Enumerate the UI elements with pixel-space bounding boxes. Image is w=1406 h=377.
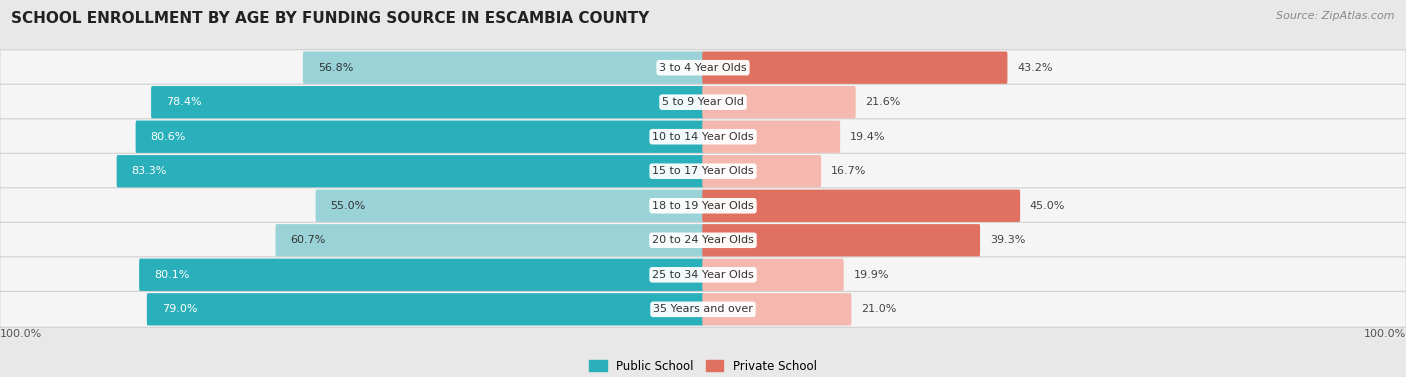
FancyBboxPatch shape [702,52,1008,84]
FancyBboxPatch shape [0,50,1406,86]
Text: 21.6%: 21.6% [866,97,901,107]
Text: 25 to 34 Year Olds: 25 to 34 Year Olds [652,270,754,280]
Text: 80.6%: 80.6% [150,132,186,142]
Text: 100.0%: 100.0% [0,329,42,339]
FancyBboxPatch shape [139,259,704,291]
Text: 19.9%: 19.9% [853,270,889,280]
Text: 39.3%: 39.3% [990,235,1025,245]
FancyBboxPatch shape [146,293,704,325]
FancyBboxPatch shape [0,291,1406,327]
Text: 10 to 14 Year Olds: 10 to 14 Year Olds [652,132,754,142]
Text: 5 to 9 Year Old: 5 to 9 Year Old [662,97,744,107]
Text: 19.4%: 19.4% [849,132,886,142]
FancyBboxPatch shape [702,155,821,187]
Text: 35 Years and over: 35 Years and over [652,304,754,314]
Text: 60.7%: 60.7% [290,235,326,245]
Text: 15 to 17 Year Olds: 15 to 17 Year Olds [652,166,754,176]
Text: 45.0%: 45.0% [1029,201,1066,211]
Legend: Public School, Private School: Public School, Private School [585,355,821,377]
FancyBboxPatch shape [702,259,844,291]
FancyBboxPatch shape [0,222,1406,258]
Text: 20 to 24 Year Olds: 20 to 24 Year Olds [652,235,754,245]
Text: SCHOOL ENROLLMENT BY AGE BY FUNDING SOURCE IN ESCAMBIA COUNTY: SCHOOL ENROLLMENT BY AGE BY FUNDING SOUR… [11,11,650,26]
FancyBboxPatch shape [702,121,841,153]
FancyBboxPatch shape [0,188,1406,224]
FancyBboxPatch shape [117,155,704,187]
FancyBboxPatch shape [0,119,1406,155]
FancyBboxPatch shape [702,86,856,118]
Text: 18 to 19 Year Olds: 18 to 19 Year Olds [652,201,754,211]
Text: 56.8%: 56.8% [318,63,353,73]
FancyBboxPatch shape [702,293,852,325]
FancyBboxPatch shape [315,190,704,222]
Text: 43.2%: 43.2% [1018,63,1053,73]
FancyBboxPatch shape [150,86,704,118]
Text: 83.3%: 83.3% [132,166,167,176]
Text: 78.4%: 78.4% [166,97,201,107]
Text: 79.0%: 79.0% [162,304,197,314]
Text: 100.0%: 100.0% [1364,329,1406,339]
Text: 55.0%: 55.0% [330,201,366,211]
FancyBboxPatch shape [135,121,704,153]
FancyBboxPatch shape [0,153,1406,189]
Text: Source: ZipAtlas.com: Source: ZipAtlas.com [1277,11,1395,21]
Text: 16.7%: 16.7% [831,166,866,176]
FancyBboxPatch shape [702,224,980,256]
FancyBboxPatch shape [0,84,1406,120]
Text: 3 to 4 Year Olds: 3 to 4 Year Olds [659,63,747,73]
FancyBboxPatch shape [302,52,704,84]
FancyBboxPatch shape [276,224,704,256]
FancyBboxPatch shape [702,190,1021,222]
Text: 80.1%: 80.1% [155,270,190,280]
Text: 21.0%: 21.0% [860,304,897,314]
FancyBboxPatch shape [0,257,1406,293]
